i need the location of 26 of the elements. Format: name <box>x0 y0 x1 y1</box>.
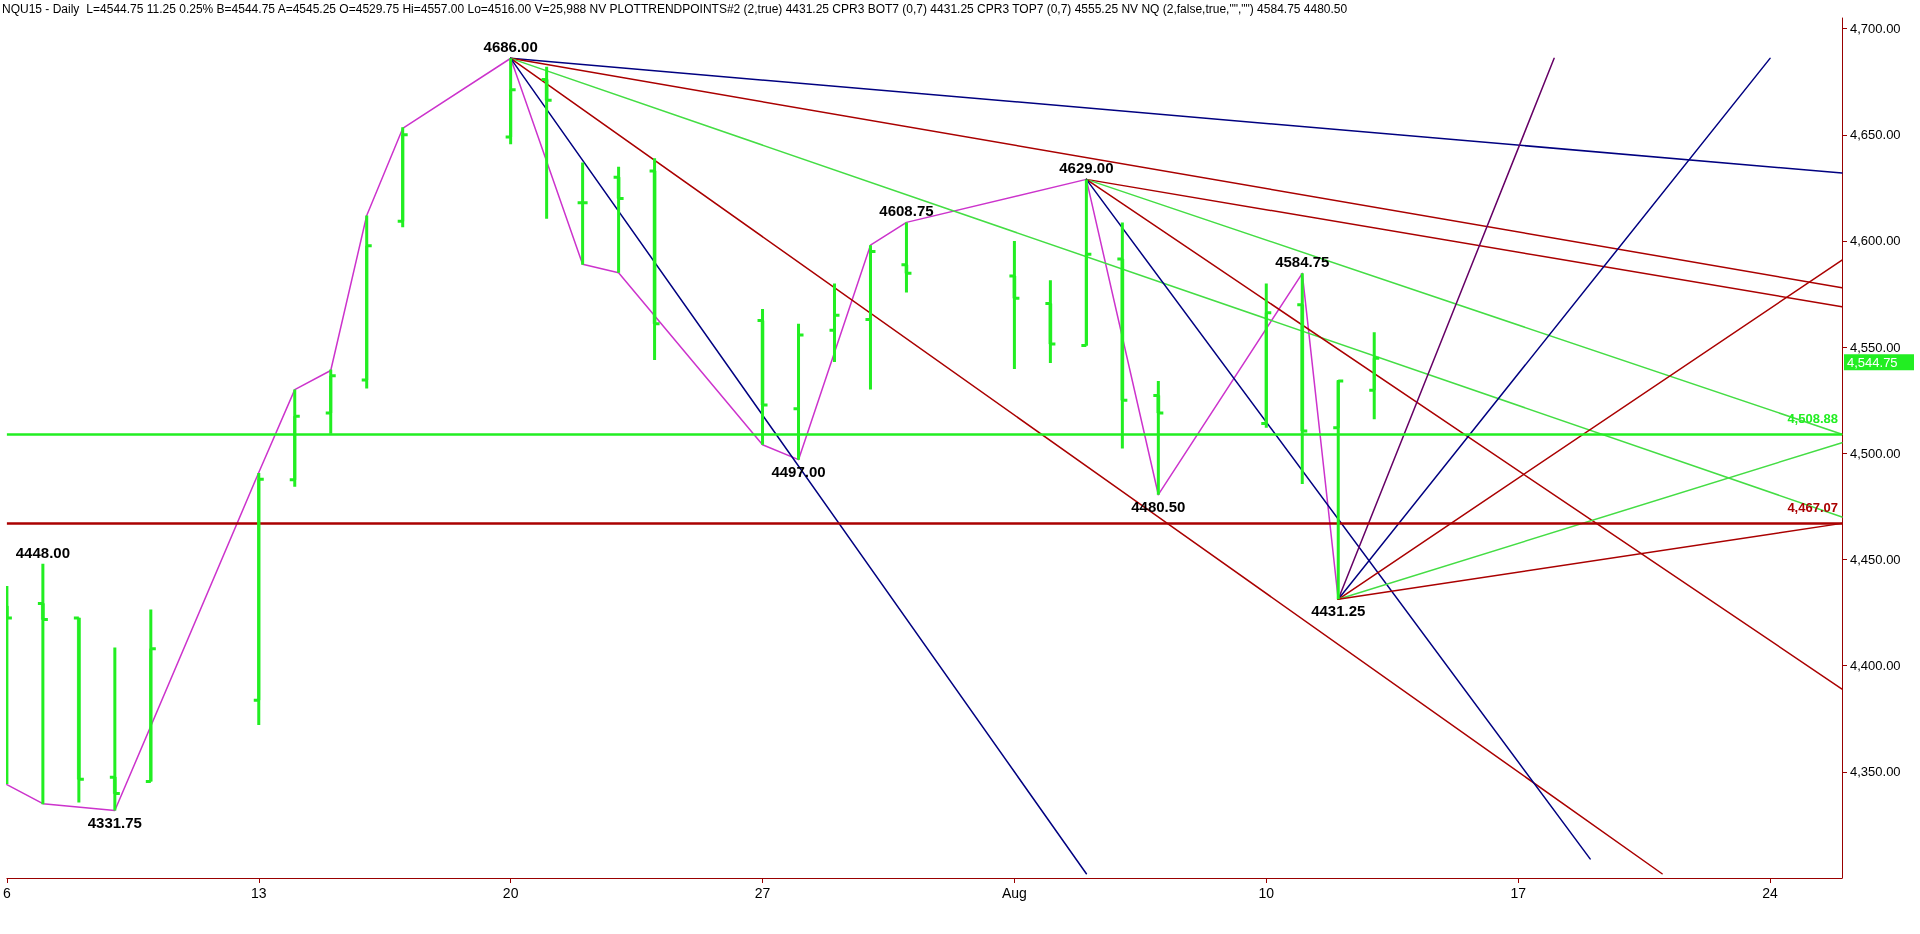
chart-title: NQU15 - Daily <box>2 2 80 16</box>
x-tick-label: 24 <box>1762 885 1779 901</box>
annotation: 4448.00 <box>15 543 70 561</box>
x-tick-label: 10 <box>1258 885 1275 901</box>
chart-subtitle: L=4544.75 11.25 0.25% B=4544.75 A=4545.25 O=4529.75 Hi=4557.00 Lo=4516.00 V=25,988 NV PLOTTRENDPOINTS#2 (2,true) 4431.25 CPR3 BOT7 (0,7) 4431.25 CPR3 TOP7 (0,7) 4555.25 NV NQ (2,false,true,"","") 4584.75 4480.50 <box>86 2 1348 16</box>
annotation: 4608.75 <box>879 202 934 220</box>
x-tick-label: 13 <box>250 885 267 901</box>
y-tick-label: 4,600.00 <box>1850 233 1901 249</box>
annotation: 4431.25 <box>1311 602 1366 620</box>
x-tick-label: Aug <box>1001 885 1027 901</box>
x-tick-label: 20 <box>502 885 519 901</box>
y-tick-label: 4,500.00 <box>1850 445 1901 461</box>
y-tick-label: 4,400.00 <box>1850 658 1901 674</box>
annotation: 4584.75 <box>1275 253 1330 271</box>
y-tick-label: 4,700.00 <box>1850 21 1901 37</box>
text: 4,544.75 <box>1847 354 1898 370</box>
x-tick-label: 17 <box>1510 885 1527 901</box>
y-tick-label: 4,650.00 <box>1850 127 1901 143</box>
y-tick-label: 4,550.00 <box>1850 339 1901 355</box>
annotation: 4686.00 <box>483 38 538 56</box>
x-tick-label: 27 <box>754 885 771 901</box>
y-tick-label: 4,350.00 <box>1850 764 1901 780</box>
annotation: 4629.00 <box>1059 159 1114 177</box>
y-tick-label: 4,450.00 <box>1850 551 1901 567</box>
annotation: 4331.75 <box>87 813 142 831</box>
x-tick-label: 6 <box>2 885 11 901</box>
